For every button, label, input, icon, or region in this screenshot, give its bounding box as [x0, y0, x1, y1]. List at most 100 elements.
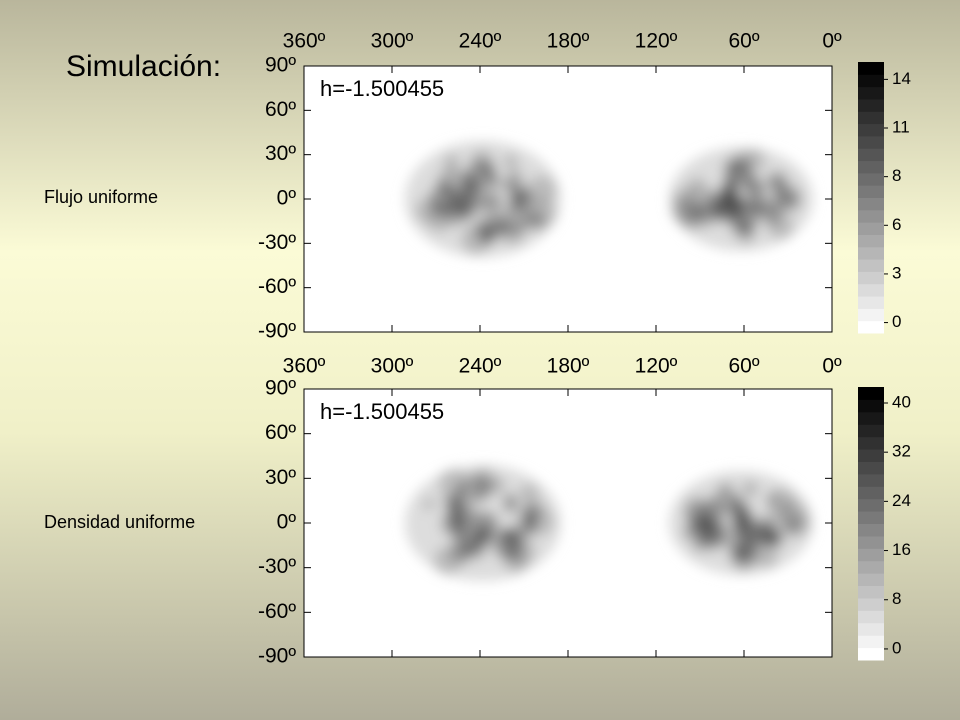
y-tick-label: 30º — [265, 142, 296, 165]
density-blob — [503, 154, 519, 170]
colorbar-step — [858, 222, 884, 235]
colorbar-step — [858, 86, 884, 100]
colorbar-step — [858, 123, 884, 137]
y-tick-label: 0º — [277, 187, 297, 210]
density-blob — [519, 483, 539, 504]
y-tick-label: 90º — [265, 377, 296, 400]
colorbar-step — [858, 62, 884, 75]
density-blob — [422, 497, 436, 511]
y-tick-label: -90º — [258, 320, 296, 343]
annotation: h=-1.500455 — [320, 399, 444, 424]
colorbar-step — [858, 473, 884, 487]
colorbar-step — [858, 424, 884, 438]
density-blob — [527, 212, 545, 229]
y-tick-label: 0º — [277, 511, 297, 534]
colorbar-step — [858, 234, 884, 248]
colorbar-label: 8 — [892, 589, 901, 608]
density-blob — [508, 188, 533, 213]
colorbar-step — [858, 320, 884, 334]
density-blob — [448, 493, 466, 512]
density-blob — [478, 214, 505, 241]
density-blob — [464, 159, 496, 191]
density-blob — [443, 154, 461, 171]
y-tick-label: -60º — [258, 600, 296, 623]
colorbar-step — [858, 259, 884, 272]
colorbar-step — [858, 135, 884, 149]
colorbar-step — [858, 160, 884, 174]
density-blob — [458, 550, 472, 564]
colorbar-step — [858, 436, 884, 450]
colorbar-label: 6 — [892, 215, 901, 234]
x-tick-label: 0º — [822, 355, 842, 378]
colorbar-step — [858, 511, 884, 524]
density-blob — [683, 496, 710, 523]
density-blob — [741, 516, 755, 530]
colorbar-step — [858, 597, 884, 611]
row-label: Densidad uniforme — [44, 512, 195, 532]
colorbar-label: 0 — [892, 312, 901, 331]
colorbar-step — [858, 387, 884, 400]
density-blob — [479, 190, 503, 214]
colorbar-step — [858, 172, 884, 186]
density-blob — [750, 196, 772, 219]
colorbar-step — [858, 111, 884, 125]
colorbar-step — [858, 197, 884, 211]
x-tick-label: 60º — [728, 30, 759, 53]
density-field — [404, 465, 814, 581]
density-blob — [742, 480, 759, 497]
density-blob — [521, 504, 537, 520]
density-blob — [768, 532, 782, 546]
density-blob — [746, 181, 767, 202]
colorbar-step — [858, 246, 884, 260]
x-tick-label: 300º — [371, 355, 414, 378]
y-tick-label: -90º — [258, 645, 296, 668]
x-tick-label: 360º — [283, 355, 326, 378]
x-tick-label: 240º — [459, 355, 502, 378]
colorbar-step — [858, 98, 884, 112]
colorbar-step — [858, 610, 884, 624]
row-label: Flujo uniforme — [44, 187, 158, 207]
colorbar-label: 8 — [892, 166, 901, 185]
colorbar-step — [858, 283, 884, 297]
y-tick-label: 30º — [265, 466, 296, 489]
density-blob — [727, 159, 751, 183]
slide-title: Simulación: — [66, 50, 221, 83]
density-blob — [729, 198, 744, 212]
colorbar-label: 3 — [892, 263, 901, 282]
colorbar-label: 0 — [892, 638, 901, 657]
density-blob — [709, 197, 735, 224]
colorbar-step — [858, 461, 884, 475]
density-blob — [414, 198, 439, 223]
density-blob — [682, 206, 706, 231]
density-blob — [502, 496, 520, 514]
colorbar-label: 14 — [892, 69, 911, 88]
density-blob — [527, 175, 557, 205]
density-blob — [499, 218, 526, 245]
colorbar-step — [858, 148, 884, 162]
colorbar-step — [858, 548, 884, 562]
density-blob — [473, 467, 495, 489]
density-blob — [785, 511, 811, 537]
density-blob — [502, 178, 515, 191]
colorbar-label: 32 — [892, 442, 911, 461]
x-tick-label: 180º — [547, 30, 590, 53]
colorbar-step — [858, 411, 884, 425]
colorbar-step — [858, 585, 884, 599]
colorbar-step — [858, 622, 884, 636]
x-tick-label: 240º — [459, 30, 502, 53]
density-blob — [729, 493, 743, 507]
x-tick-label: 0º — [822, 30, 842, 53]
colorbar-step — [858, 498, 884, 512]
annotation: h=-1.500455 — [320, 76, 444, 101]
x-tick-label: 60º — [728, 355, 759, 378]
colorbar-label: 40 — [892, 392, 911, 411]
colorbar-step — [858, 560, 884, 574]
colorbar-step — [858, 449, 884, 462]
colorbar-step — [858, 486, 884, 500]
density-blob — [751, 526, 774, 548]
x-tick-label: 360º — [283, 30, 326, 53]
colorbar-step — [858, 296, 884, 309]
density-blob — [433, 546, 462, 575]
density-blob — [768, 213, 794, 239]
